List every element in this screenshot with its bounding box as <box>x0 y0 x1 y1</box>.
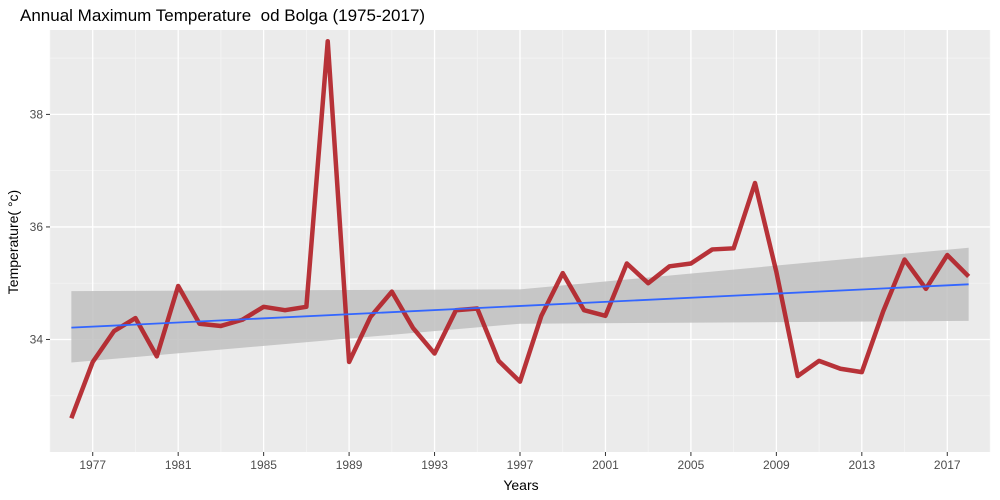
y-axis: 34 36 38 <box>30 107 50 346</box>
x-axis-title: Years <box>503 477 538 493</box>
chart-title: Annual Maximum Temperature od Bolga (197… <box>20 6 426 25</box>
x-tick-label: 2001 <box>592 458 619 472</box>
x-tick-label: 1981 <box>165 458 192 472</box>
x-tick-label: 2013 <box>848 458 875 472</box>
x-tick-label: 1985 <box>250 458 277 472</box>
x-tick-label: 2009 <box>763 458 790 472</box>
x-tick-label: 1989 <box>336 458 363 472</box>
y-tick-label: 38 <box>30 107 44 121</box>
y-tick-label: 34 <box>30 332 44 346</box>
x-tick-label: 2017 <box>934 458 961 472</box>
observed-temperature-line <box>69 39 971 420</box>
x-tick-label: 2005 <box>678 458 705 472</box>
y-axis-title: Temperature( °c) <box>5 190 21 294</box>
x-tick-label: 1993 <box>421 458 448 472</box>
y-tick-label: 36 <box>30 220 44 234</box>
linear-trend-line <box>71 283 969 329</box>
x-tick-label: 1977 <box>79 458 106 472</box>
x-axis: 1977 1981 1985 1989 1993 1997 2001 2005 2009 2013… <box>79 452 961 472</box>
x-tick-label: 1997 <box>507 458 534 472</box>
